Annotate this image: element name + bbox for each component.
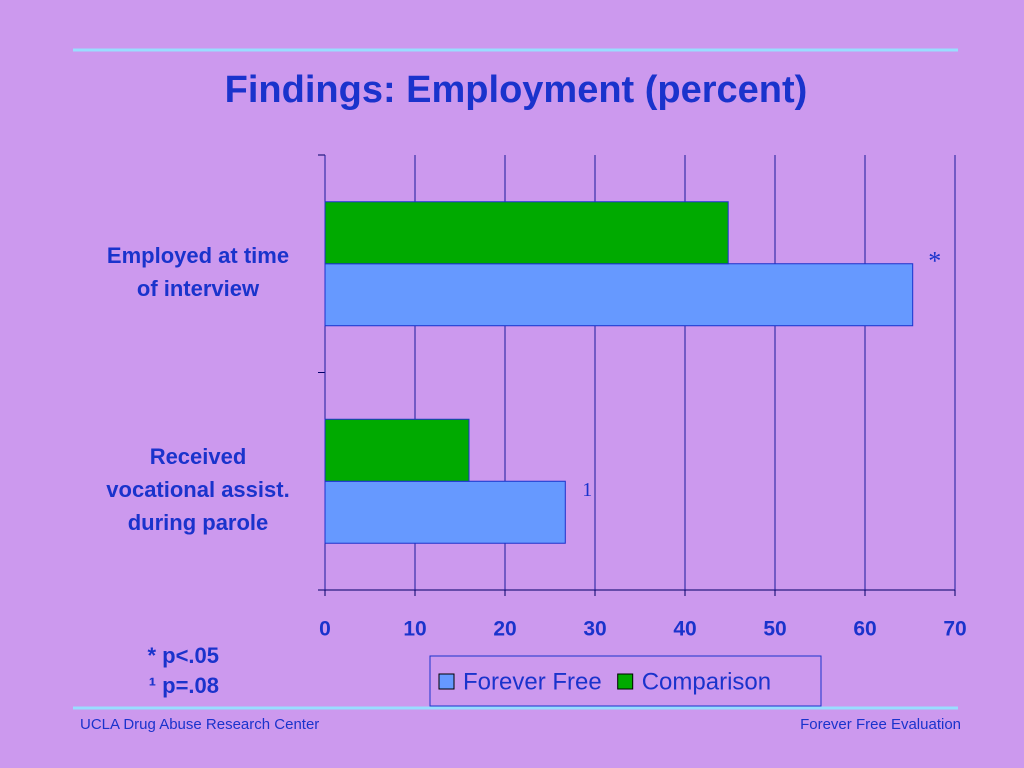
footnote: * p<.05 [147,643,219,668]
footnote: ¹ p=.08 [149,673,219,698]
category-label: Received vocational assist. during parol… [106,443,290,535]
x-tick-label: 70 [943,618,966,641]
x-tick-label: 40 [673,618,696,641]
x-tick-label: 10 [403,618,426,641]
x-tick-label: 30 [583,618,606,641]
bar [324,480,566,544]
bar [324,418,470,482]
x-tick-label: 60 [853,618,876,641]
legend-label: Comparison [642,668,771,695]
x-tick-label: 0 [319,618,331,641]
category-label: Employed at time of interview [106,242,290,301]
x-tick-label: 50 [763,618,786,641]
legend-swatch [617,673,634,690]
bar [324,263,914,327]
annotation: * [928,247,941,276]
legend-swatch [438,673,455,690]
legend-box [429,655,822,707]
chart-title: Findings: Employment (percent) [225,69,808,111]
x-tick-label: 20 [493,618,516,641]
annotation: 1 [582,479,592,501]
legend-label: Forever Free [463,668,602,695]
bar [324,201,729,265]
footer-right: Forever Free Evaluation [800,716,961,733]
footer-left: UCLA Drug Abuse Research Center [80,716,319,733]
